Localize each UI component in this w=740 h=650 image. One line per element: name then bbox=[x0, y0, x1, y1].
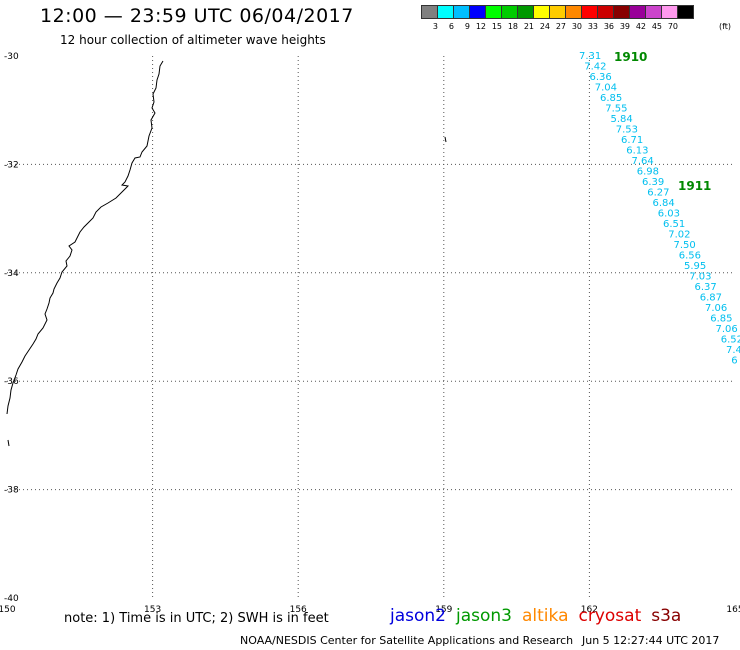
wave-height-value: 7.64 bbox=[632, 156, 654, 167]
wave-height-value: 7.4 bbox=[726, 345, 740, 356]
wave-height-value: 7.53 bbox=[616, 125, 638, 136]
mission-altika: altika bbox=[522, 606, 569, 626]
legend-label: 42 bbox=[635, 22, 646, 31]
map-grid bbox=[7, 56, 735, 598]
coast-fragment bbox=[444, 136, 447, 143]
wave-height-value: 6.85 bbox=[600, 93, 622, 104]
lon-tick-label: 156 bbox=[290, 605, 307, 615]
legend-label: 45 bbox=[651, 22, 662, 31]
lon-tick-label: 162 bbox=[581, 605, 598, 615]
coast-fragment bbox=[7, 439, 10, 447]
lat-tick-label: -36 bbox=[4, 377, 19, 387]
legend-label: 70 bbox=[667, 22, 678, 31]
legend-label: 39 bbox=[619, 22, 630, 31]
wave-height-value: 6.52 bbox=[721, 335, 740, 346]
map-title: 12:00 — 23:59 UTC 06/04/2017 bbox=[40, 5, 354, 27]
legend-label: 30 bbox=[571, 22, 582, 31]
wave-height-value: 6 bbox=[731, 356, 737, 367]
legend-label: 27 bbox=[555, 22, 566, 31]
wave-height-value: 6.84 bbox=[653, 198, 675, 209]
wave-height-value: 7.50 bbox=[674, 240, 696, 251]
wave-height-value: 6.27 bbox=[647, 188, 669, 199]
wave-height-value: 6.85 bbox=[710, 314, 732, 325]
lon-tick-label: 153 bbox=[144, 605, 161, 615]
legend-label: 12 bbox=[475, 22, 486, 31]
generation-timestamp: Jun 5 12:27:44 UTC 2017 bbox=[582, 634, 720, 647]
wave-height-value: 6.56 bbox=[679, 251, 701, 262]
lat-tick-label: -40 bbox=[4, 594, 19, 604]
pass-label: 1911 bbox=[678, 179, 711, 193]
wave-height-value: 6.39 bbox=[642, 177, 664, 188]
legend-label: 18 bbox=[507, 22, 518, 31]
credit-line: NOAA/NESDIS Center for Satellite Applica… bbox=[240, 634, 574, 647]
color-legend-labels: 3 6 9 12 15 18 21 24 27 30 33 36 39 42 45 70 bbox=[422, 22, 678, 31]
lat-tick-label: -32 bbox=[4, 160, 19, 170]
wave-height-value: 6.13 bbox=[626, 146, 648, 157]
wave-height-value: 5.84 bbox=[611, 114, 633, 125]
wave-height-value: 6.51 bbox=[663, 219, 685, 230]
lon-tick-label: 159 bbox=[435, 605, 452, 615]
wave-height-value: 6.37 bbox=[695, 282, 717, 293]
legend-label: 36 bbox=[603, 22, 614, 31]
wave-height-value: 7.42 bbox=[584, 62, 606, 73]
legend-units: (ft) bbox=[719, 22, 732, 31]
wave-height-value: 7.03 bbox=[689, 272, 711, 283]
legend-label: 24 bbox=[539, 22, 550, 31]
wave-height-value: 6.03 bbox=[658, 209, 680, 220]
mission-legend: jason2 jason3 altika cryosat s3a bbox=[390, 606, 691, 626]
map-subtitle: 12 hour collection of altimeter wave hei… bbox=[60, 33, 326, 47]
wave-height-value: 7.31 bbox=[579, 51, 601, 62]
legend-label: 9 bbox=[464, 22, 470, 31]
wave-height-value: 6.87 bbox=[700, 293, 722, 304]
lon-tick-label: 150 bbox=[0, 605, 16, 615]
mission-cryosat: cryosat bbox=[578, 606, 642, 626]
lon-tick-label: 165 bbox=[726, 605, 740, 615]
mission-jason3: jason3 bbox=[456, 606, 512, 626]
wave-height-value: 7.02 bbox=[668, 230, 690, 241]
wave-height-value: 6.71 bbox=[621, 135, 643, 146]
color-legend bbox=[421, 5, 694, 19]
wave-height-value: 7.55 bbox=[605, 104, 627, 115]
footnote: note: 1) Time is in UTC; 2) SWH is in fe… bbox=[64, 611, 329, 626]
altimeter-track: 7.317.426.367.046.857.555.847.536.716.13… bbox=[579, 50, 740, 367]
legend-swatch bbox=[677, 5, 694, 19]
wave-height-value: 6.36 bbox=[590, 72, 612, 83]
wave-height-value: 7.06 bbox=[716, 324, 738, 335]
lat-tick-label: -30 bbox=[4, 52, 19, 62]
coastline bbox=[6, 60, 164, 415]
mission-jason2: jason2 bbox=[390, 606, 446, 626]
pass-label: 1910 bbox=[614, 50, 647, 64]
legend-label: 6 bbox=[448, 22, 454, 31]
legend-label: 33 bbox=[587, 22, 598, 31]
wave-height-value: 6.98 bbox=[637, 167, 659, 178]
mission-s3a: s3a bbox=[651, 606, 682, 626]
lat-tick-label: -34 bbox=[4, 269, 19, 279]
wave-height-value: 7.06 bbox=[705, 303, 727, 314]
legend-label: 21 bbox=[523, 22, 534, 31]
lat-tick-label: -38 bbox=[4, 486, 19, 496]
wave-height-value: 5.95 bbox=[684, 261, 706, 272]
wave-height-value: 7.04 bbox=[595, 83, 617, 94]
legend-label: 15 bbox=[491, 22, 502, 31]
legend-label: 3 bbox=[432, 22, 438, 31]
